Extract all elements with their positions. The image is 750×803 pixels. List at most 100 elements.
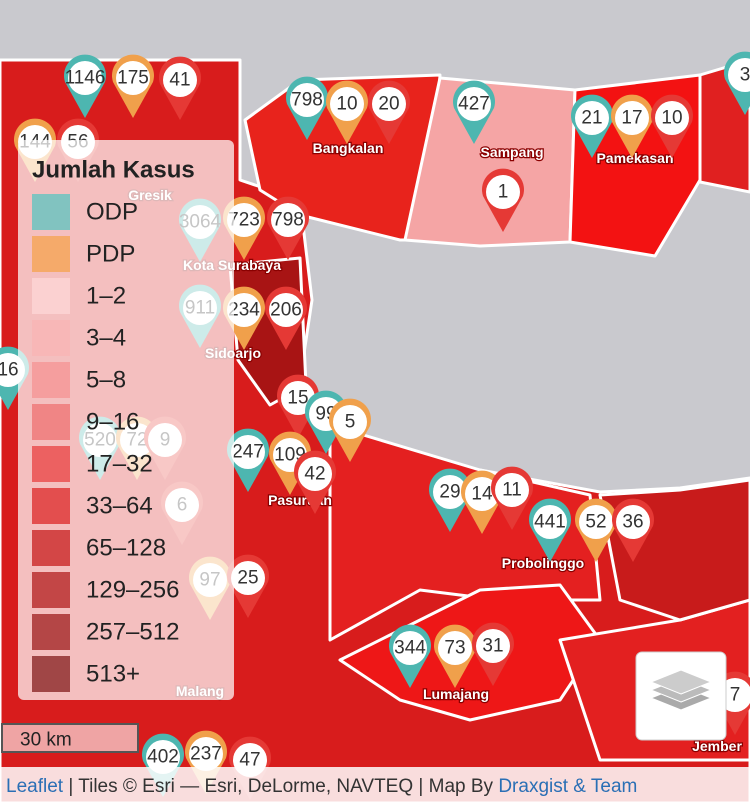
marker[interactable]: 1146 <box>63 54 106 118</box>
legend-swatch <box>32 404 70 440</box>
marker-label: 3 <box>740 65 750 86</box>
legend-items: ODP PDP 1–2 3–4 5–8 9–16 17–32 33–64 65–128 129–2… <box>32 194 179 692</box>
author-link[interactable]: Draxgist & Team <box>498 776 637 797</box>
legend-title: Jumlah Kasus <box>32 157 195 184</box>
marker[interactable]: 21 <box>571 94 613 158</box>
marker[interactable]: 1 <box>482 168 524 232</box>
marker-label: 723 <box>228 210 260 231</box>
legend-label: 9–16 <box>86 409 139 436</box>
marker-head <box>433 475 467 509</box>
marker-head <box>68 61 102 95</box>
legend-label: 17–32 <box>86 451 153 478</box>
marker-head <box>271 203 305 237</box>
legend-box <box>18 140 234 700</box>
marker[interactable]: 427 <box>453 80 495 144</box>
marker-label: 7 <box>730 685 741 706</box>
marker-label: 31 <box>482 636 503 657</box>
legend-swatch <box>32 236 70 272</box>
marker-label: 441 <box>534 512 566 533</box>
region <box>598 478 750 622</box>
marker[interactable]: 20 <box>368 80 411 144</box>
marker[interactable]: 36 <box>612 498 654 562</box>
marker[interactable]: 52 <box>575 498 617 562</box>
marker[interactable]: 31 <box>472 622 514 686</box>
marker[interactable]: 29 <box>429 468 471 532</box>
marker[interactable]: 175 <box>112 54 154 118</box>
marker[interactable]: 11 <box>491 466 533 530</box>
marker[interactable]: 798 <box>267 196 309 260</box>
marker-head <box>290 83 324 117</box>
marker-label: 344 <box>394 638 426 659</box>
legend-label: 257–512 <box>86 619 179 646</box>
marker-label: 11 <box>502 480 522 501</box>
marker-head <box>495 473 529 507</box>
legend-swatch <box>32 488 70 524</box>
marker-label: 14 <box>471 484 493 505</box>
marker[interactable]: 41 <box>159 56 201 120</box>
marker-head <box>231 435 265 469</box>
marker-head <box>476 629 510 663</box>
legend-swatch <box>32 278 70 314</box>
marker[interactable]: 247 <box>227 428 269 492</box>
marker[interactable]: 10 <box>651 94 693 158</box>
region <box>403 76 577 248</box>
marker-label: 52 <box>585 512 606 533</box>
marker-head <box>116 61 150 95</box>
marker-label: 10 <box>661 108 682 129</box>
region-label: Pamekasan <box>596 150 673 166</box>
marker-label: 234 <box>228 300 260 321</box>
marker-head <box>227 203 261 237</box>
marker-head <box>486 175 520 209</box>
marker-label: 798 <box>291 90 323 111</box>
marker-head <box>579 505 613 539</box>
marker-label: 247 <box>232 442 264 463</box>
marker[interactable]: 3 <box>724 51 750 115</box>
scale-label: 30 km <box>20 730 72 751</box>
marker-head <box>269 293 303 327</box>
marker[interactable]: 42 <box>293 450 336 514</box>
scale-box <box>1 723 139 753</box>
marker-label: 5 <box>345 412 356 433</box>
legend-swatch <box>32 572 70 608</box>
marker[interactable]: 234 <box>223 286 265 350</box>
marker-head <box>533 505 567 539</box>
marker-label: 237 <box>190 744 222 765</box>
layers-button[interactable] <box>635 651 727 741</box>
marker-label: 206 <box>270 300 302 321</box>
marker-label: 20 <box>378 94 399 115</box>
marker-head <box>231 561 265 595</box>
legend-label: 129–256 <box>86 577 179 604</box>
marker[interactable]: 237 <box>185 730 228 794</box>
scale-bar: 30 km <box>1 723 139 753</box>
layer-icon <box>649 669 713 695</box>
legend-swatch <box>32 656 70 692</box>
marker-head <box>227 293 261 327</box>
marker-label: 402 <box>147 747 179 768</box>
marker-label: 1146 <box>65 68 106 89</box>
region-label: Jember <box>692 738 742 754</box>
marker[interactable]: 25 <box>227 554 269 618</box>
marker[interactable]: 73 <box>433 624 477 688</box>
marker[interactable]: 206 <box>265 286 307 350</box>
marker-label: 41 <box>169 70 190 91</box>
marker-head <box>393 631 427 665</box>
marker-label: 10 <box>336 94 357 115</box>
region-label: Probolinggo <box>502 555 584 571</box>
leaflet-link[interactable]: Leaflet <box>6 776 64 797</box>
marker[interactable]: 402 <box>141 733 185 797</box>
legend-label: 3–4 <box>86 325 126 352</box>
marker-label: 798 <box>272 210 304 231</box>
marker-label: 36 <box>622 512 643 533</box>
marker[interactable]: 344 <box>389 624 431 688</box>
marker-head <box>465 477 499 511</box>
marker-label: 427 <box>458 94 490 115</box>
marker-head <box>728 58 750 92</box>
marker[interactable]: 441 <box>529 498 571 562</box>
legend-swatch <box>32 614 70 650</box>
marker[interactable]: 10 <box>326 80 368 144</box>
marker[interactable]: 798 <box>286 76 328 140</box>
marker-head <box>333 405 367 439</box>
marker[interactable]: 17 <box>611 94 653 158</box>
marker[interactable]: 5 <box>328 398 371 462</box>
